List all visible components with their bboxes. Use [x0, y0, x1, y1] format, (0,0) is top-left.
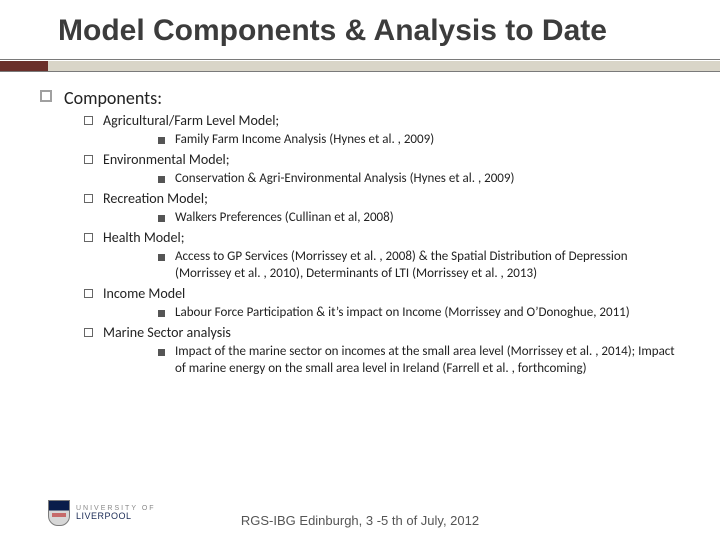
level2-label: Environmental Model; [103, 151, 230, 169]
square-bullet-icon [84, 233, 93, 242]
level2-label: Income Model [103, 285, 185, 303]
square-bullet-icon [84, 194, 93, 203]
level3-text: Access to GP Services (Morrissey et al. … [175, 249, 680, 283]
level2-label: Marine Sector analysis [103, 324, 231, 342]
level2-label: Health Model; [103, 229, 184, 247]
list-item: Marine Sector analysis [84, 324, 680, 342]
level3-text: Conservation & Agri-Environmental Analys… [175, 171, 514, 188]
filled-square-bullet-icon [158, 310, 165, 317]
slide-title: Model Components & Analysis to Date [0, 14, 720, 57]
footer: RGS-IBG Edinburgh, 3 -5 th of July, 2012 [0, 511, 720, 530]
filled-square-bullet-icon [158, 215, 165, 222]
level3-group: Labour Force Participation & it’s impact… [84, 305, 680, 322]
filled-square-bullet-icon [158, 176, 165, 183]
rule-line-bottom [0, 71, 720, 72]
list-item: Access to GP Services (Morrissey et al. … [158, 249, 680, 283]
level3-text: Impact of the marine sector on incomes a… [175, 344, 680, 378]
level2-label: Agricultural/Farm Level Model; [103, 112, 279, 130]
footer-text: RGS-IBG Edinburgh, 3 -5 th of July, 2012 [241, 513, 479, 528]
list-item: Impact of the marine sector on incomes a… [158, 344, 680, 378]
level1-heading: Components: [64, 87, 162, 110]
level2-label: Recreation Model; [103, 190, 208, 208]
level2-group: Agricultural/Farm Level Model; Family Fa… [40, 112, 680, 378]
level3-group: Impact of the marine sector on incomes a… [84, 344, 680, 378]
filled-square-bullet-icon [158, 254, 165, 261]
square-bullet-icon [84, 328, 93, 337]
rule-accent [0, 61, 48, 71]
slide: Model Components & Analysis to Date Comp… [0, 0, 720, 540]
square-bullet-icon [84, 116, 93, 125]
list-item: Components: [40, 87, 680, 110]
square-bullet-icon [40, 90, 52, 102]
content-area: Components: Agricultural/Farm Level Mode… [0, 73, 720, 379]
rule-bar [48, 61, 720, 71]
square-bullet-icon [84, 155, 93, 164]
list-item: Income Model [84, 285, 680, 303]
list-item: Labour Force Participation & it’s impact… [158, 305, 680, 322]
level3-text: Family Farm Income Analysis (Hynes et al… [175, 132, 434, 149]
title-rule [0, 59, 720, 73]
filled-square-bullet-icon [158, 349, 165, 356]
level3-group: Access to GP Services (Morrissey et al. … [84, 249, 680, 283]
list-item: Family Farm Income Analysis (Hynes et al… [158, 132, 680, 149]
level3-text: Walkers Preferences (Cullinan et al, 200… [175, 210, 394, 227]
list-item: Environmental Model; [84, 151, 680, 169]
list-item: Recreation Model; [84, 190, 680, 208]
filled-square-bullet-icon [158, 137, 165, 144]
list-item: Walkers Preferences (Cullinan et al, 200… [158, 210, 680, 227]
level3-group: Walkers Preferences (Cullinan et al, 200… [84, 210, 680, 227]
list-item: Health Model; [84, 229, 680, 247]
level3-text: Labour Force Participation & it’s impact… [175, 305, 630, 322]
level3-group: Conservation & Agri-Environmental Analys… [84, 171, 680, 188]
square-bullet-icon [84, 289, 93, 298]
list-item: Conservation & Agri-Environmental Analys… [158, 171, 680, 188]
rule-line-top [0, 59, 720, 60]
level3-group: Family Farm Income Analysis (Hynes et al… [84, 132, 680, 149]
list-item: Agricultural/Farm Level Model; [84, 112, 680, 130]
